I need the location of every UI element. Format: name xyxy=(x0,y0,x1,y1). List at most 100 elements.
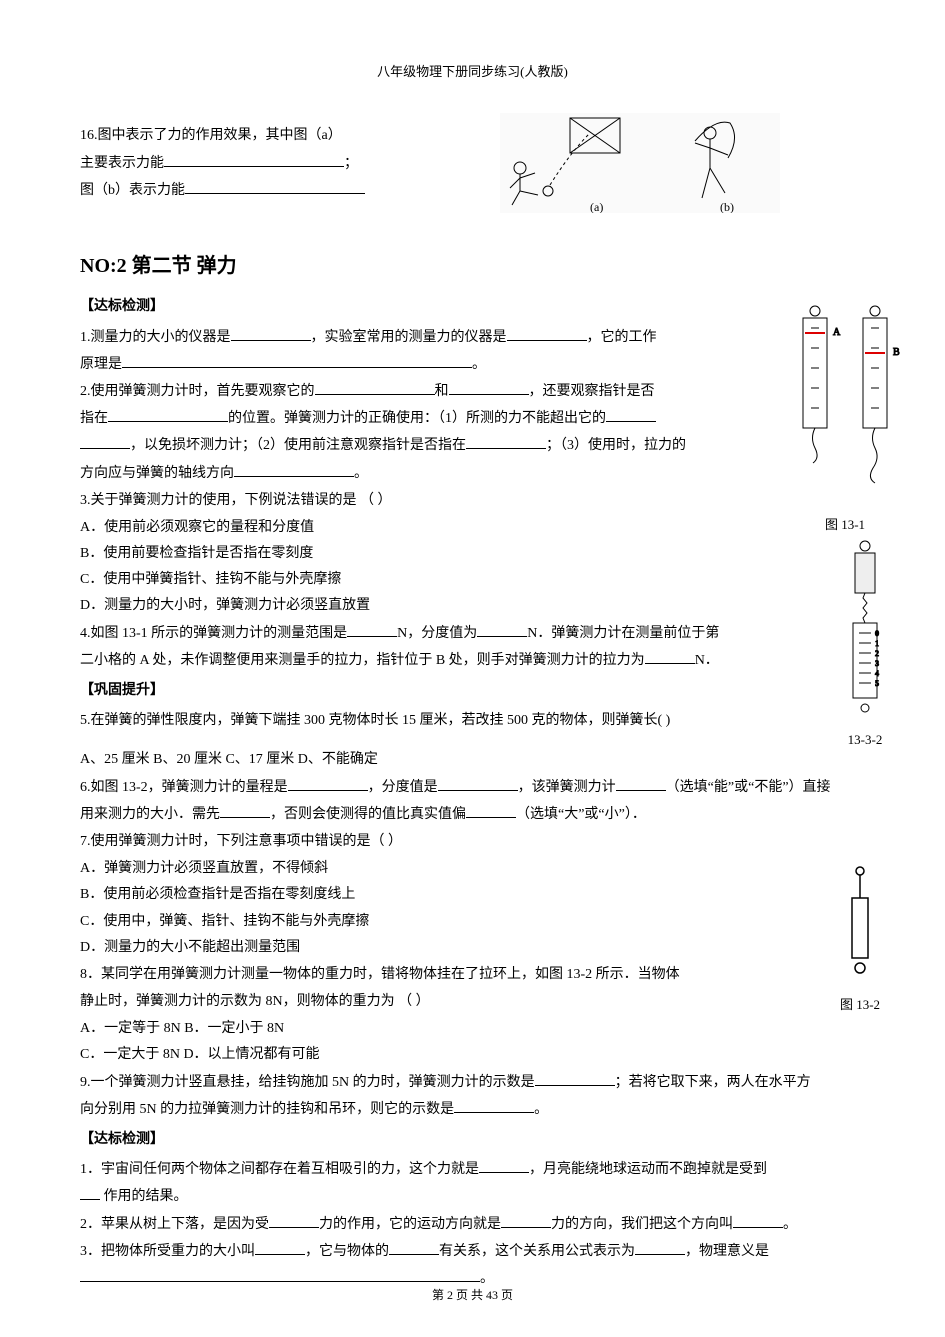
text: ，还要观察指针是否 xyxy=(529,384,655,399)
text: ，它的工作 xyxy=(587,330,657,345)
blank xyxy=(234,463,354,477)
blank xyxy=(231,327,311,341)
subsection-dabiao1: 【达标检测】 xyxy=(80,294,865,319)
page-header: 八年级物理下册同步练习(人教版) xyxy=(80,60,865,83)
fig-13-2-label: 图 13-2 xyxy=(835,993,885,1016)
text: 力的作用，它的运动方向就是 xyxy=(319,1217,501,1232)
q7-opt-b: B．使用前必须检查指针是否指在零刻度线上 xyxy=(80,882,865,907)
text: 。 xyxy=(534,1102,548,1117)
text: 二小格的 A 处，未作调整便用来测量手的拉力，指针位于 B 处，则手对弹簧测力计… xyxy=(80,653,645,668)
text: 指在 xyxy=(80,411,108,426)
blank xyxy=(477,623,527,637)
q2c: ，以免损坏测力计；（2）使用前注意观察指针是否指在；（3）使用时，拉力的 xyxy=(80,433,780,458)
q3-opt-b: B．使用前要检查指针是否指在零刻度 xyxy=(80,541,865,566)
blank xyxy=(269,1214,319,1228)
blank xyxy=(220,804,270,818)
q7: 7.使用弹簧测力计时，下列注意事项中错误的是（ ） xyxy=(80,829,865,854)
blank xyxy=(347,623,397,637)
text: 。 xyxy=(480,1271,494,1286)
blank xyxy=(466,435,546,449)
page-footer: 第 2 页 共 43 页 xyxy=(0,1285,945,1307)
q6a: 6.如图 13-2，弹簧测力计的量程是，分度值是，该弹簧测力计（选填“能”或“不… xyxy=(80,775,865,800)
section-2-title: NO:2 第二节 弹力 xyxy=(80,248,865,284)
q9b: 向分别用 5N 的力拉弹簧测力计的挂钩和吊环，则它的示数是 。 xyxy=(80,1097,865,1122)
g1a: 1．宇宙间任何两个物体之间都存在着互相吸引的力，这个力就是，月亮能绕地球运动而不… xyxy=(80,1157,865,1182)
q16-line2-prefix: 主要表示力能 xyxy=(80,156,164,171)
text: ，物理意义是 xyxy=(685,1244,769,1259)
figure-q16: (a) (b) xyxy=(500,113,780,213)
content-area: 16.图中表示了力的作用效果，其中图（a） 主要表示力能 ； 图（b）表示力能 xyxy=(80,123,865,1291)
text: 1.测量力的大小的仪器是 xyxy=(80,330,231,345)
q16-illustration: (a) (b) xyxy=(500,113,780,213)
text: （选填“大”或“小”）． xyxy=(516,807,646,822)
text: ；若将它取下来，两人在水平方 xyxy=(615,1075,811,1090)
text: 方向应与弹簧的轴线方向 xyxy=(80,466,234,481)
svg-text:1: 1 xyxy=(875,639,879,648)
q3-opt-d: D．测量力的大小时，弹簧测力计必须竖直放置 xyxy=(80,593,865,618)
q2a: 2.使用弹簧测力计时，首先要观察它的 和 ，还要观察指针是否 xyxy=(80,379,780,404)
q16-line2-suffix: ； xyxy=(344,156,358,171)
text: 用来测力的大小．需先 xyxy=(80,807,220,822)
text: ；（3）使用时，拉力的 xyxy=(546,438,686,453)
blank xyxy=(449,381,529,395)
svg-text:(a): (a) xyxy=(590,200,603,213)
svg-text:(b): (b) xyxy=(720,200,734,213)
blank xyxy=(507,327,587,341)
q16-line3-prefix: 图（b）表示力能 xyxy=(80,183,185,198)
text: 2.使用弹簧测力计时，首先要观察它的 xyxy=(80,384,315,399)
q16-line1: 16.图中表示了力的作用效果，其中图（a） xyxy=(80,123,460,148)
text: 。 xyxy=(472,357,486,372)
svg-text:5: 5 xyxy=(875,679,879,688)
text: 作用的结果。 xyxy=(100,1189,188,1204)
blank xyxy=(122,354,472,368)
blank xyxy=(645,650,695,664)
text: N，分度值为 xyxy=(397,626,477,641)
blank xyxy=(315,381,435,395)
text: N．弹簧测力计在测量前位于第 xyxy=(527,626,719,641)
blank xyxy=(438,777,518,791)
q2d: 方向应与弹簧的轴线方向 。 xyxy=(80,461,780,486)
q7-opt-a: A．弹簧测力计必须竖直放置，不得倾斜 xyxy=(80,856,865,881)
svg-text:2: 2 xyxy=(875,649,879,658)
q4b: 二小格的 A 处，未作调整便用来测量手的拉力，指针位于 B 处，则手对弹簧测力计… xyxy=(80,648,865,673)
svg-text:4: 4 xyxy=(875,669,879,678)
question-16-block: 16.图中表示了力的作用效果，其中图（a） 主要表示力能 ； 图（b）表示力能 xyxy=(80,123,865,223)
svg-text:B: B xyxy=(893,347,900,358)
g1b: 作用的结果。 xyxy=(80,1184,865,1209)
text: ，否则会使测得的值比真实值偏 xyxy=(270,807,466,822)
blank xyxy=(80,435,130,449)
q8-opts-ab: A．一定等于 8N B．一定小于 8N xyxy=(80,1016,865,1041)
q3-opt-c: C．使用中弹簧指针、挂钩不能与外壳摩擦 xyxy=(80,567,865,592)
q3: 3.关于弹簧测力计的使用，下例说法错误的是 （ ） xyxy=(80,488,865,513)
text: 3．把物体所受重力的大小叫 xyxy=(80,1244,255,1259)
text: 有关系，这个关系用公式表示为 xyxy=(439,1244,635,1259)
q5: 5.在弹簧的弹性限度内，弹簧下端挂 300 克物体时长 15 厘米，若改挂 50… xyxy=(80,708,810,733)
subsection-dabiao2: 【达标检测】 xyxy=(80,1127,865,1152)
blank xyxy=(635,1241,685,1255)
subsection-gonggu: 【巩固提升】 xyxy=(80,678,865,703)
blank xyxy=(454,1099,534,1113)
g3a: 3．把物体所受重力的大小叫，它与物体的有关系，这个关系用公式表示为，物理意义是 xyxy=(80,1239,865,1264)
q7-opt-c: C．使用中，弹簧、指针、挂钩不能与外壳摩擦 xyxy=(80,909,865,934)
blank xyxy=(288,777,368,791)
blank xyxy=(733,1214,783,1228)
svg-text:A: A xyxy=(833,327,841,338)
text: 力的方向，我们把这个方向叫 xyxy=(551,1217,733,1232)
q4a: 4.如图 13-1 所示的弹簧测力计的测量范围是 N，分度值为 N．弹簧测力计在测量… xyxy=(80,621,865,646)
text: 1．宇宙间任何两个物体之间都存在着互相吸引的力，这个力就是 xyxy=(80,1162,479,1177)
text: 。 xyxy=(354,466,368,481)
blank xyxy=(389,1241,439,1255)
text: N． xyxy=(695,653,719,668)
text: 向分别用 5N 的力拉弹簧测力计的挂钩和吊环，则它的示数是 xyxy=(80,1102,454,1117)
text: 和 xyxy=(435,384,449,399)
svg-text:3: 3 xyxy=(875,659,879,668)
text: 2．苹果从树上下落，是因为受 xyxy=(80,1217,269,1232)
figure-13-1: A B 图 13-1 xyxy=(785,303,905,536)
q1: 1.测量力的大小的仪器是，实验室常用的测量力的仪器是，它的工作 xyxy=(80,325,780,350)
text: （选填“能”或“不能”）直接 xyxy=(666,780,831,795)
spring-scale-icon: A B xyxy=(785,303,905,503)
text: 4.如图 13-1 所示的弹簧测力计的测量范围是 xyxy=(80,626,347,641)
text: 。 xyxy=(783,1217,797,1232)
blank xyxy=(164,153,344,167)
q8a: 8．某同学在用弹簧测力计测量一物体的重力时，错将物体挂在了拉环上，如图 13-2… xyxy=(80,962,800,987)
